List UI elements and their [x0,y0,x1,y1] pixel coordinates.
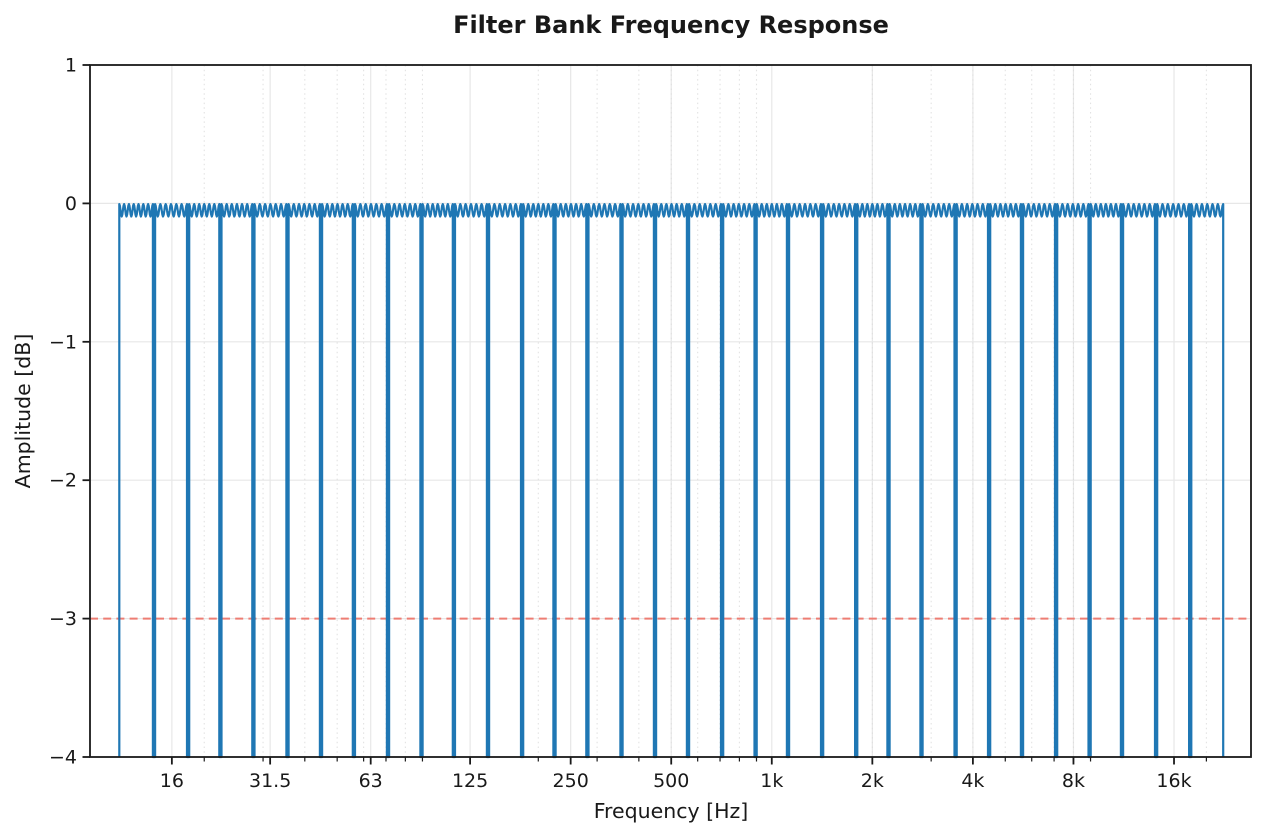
y-tick-label: −2 [49,470,77,492]
plot-border [89,64,1252,758]
x-tick-label: 16 [160,770,184,792]
x-axis-label: Frequency [Hz] [594,799,749,823]
grid-layer [90,64,1251,758]
y-tick-label: −4 [49,747,77,769]
x-tick-label: 250 [553,770,589,792]
x-tick-label: 16k [1156,770,1191,792]
y-tick-label: −3 [49,608,77,630]
x-tick-label: 1k [760,770,783,792]
response-curve [118,203,1225,759]
y-tick-label: 0 [65,193,77,215]
tick-layer: 16 31.5 63 125 250 500 1k 2k 4k 8k 16k 1 0 −1 −2 −3 −4 [49,55,1207,792]
chart-title: Filter Bank Frequency Response [453,11,889,39]
y-tick-label: 1 [65,55,77,77]
curve-layer [118,203,1225,759]
x-tick-label: 500 [653,770,689,792]
x-tick-label: 125 [452,770,488,792]
x-tick-label: 63 [359,770,383,792]
x-tick-label: 8k [1062,770,1085,792]
x-tick-label: 4k [961,770,984,792]
x-tick-label: 2k [861,770,884,792]
y-axis-label: Amplitude [dB] [11,334,35,489]
y-tick-label: −1 [49,331,77,353]
x-tick-label: 31.5 [249,770,291,792]
